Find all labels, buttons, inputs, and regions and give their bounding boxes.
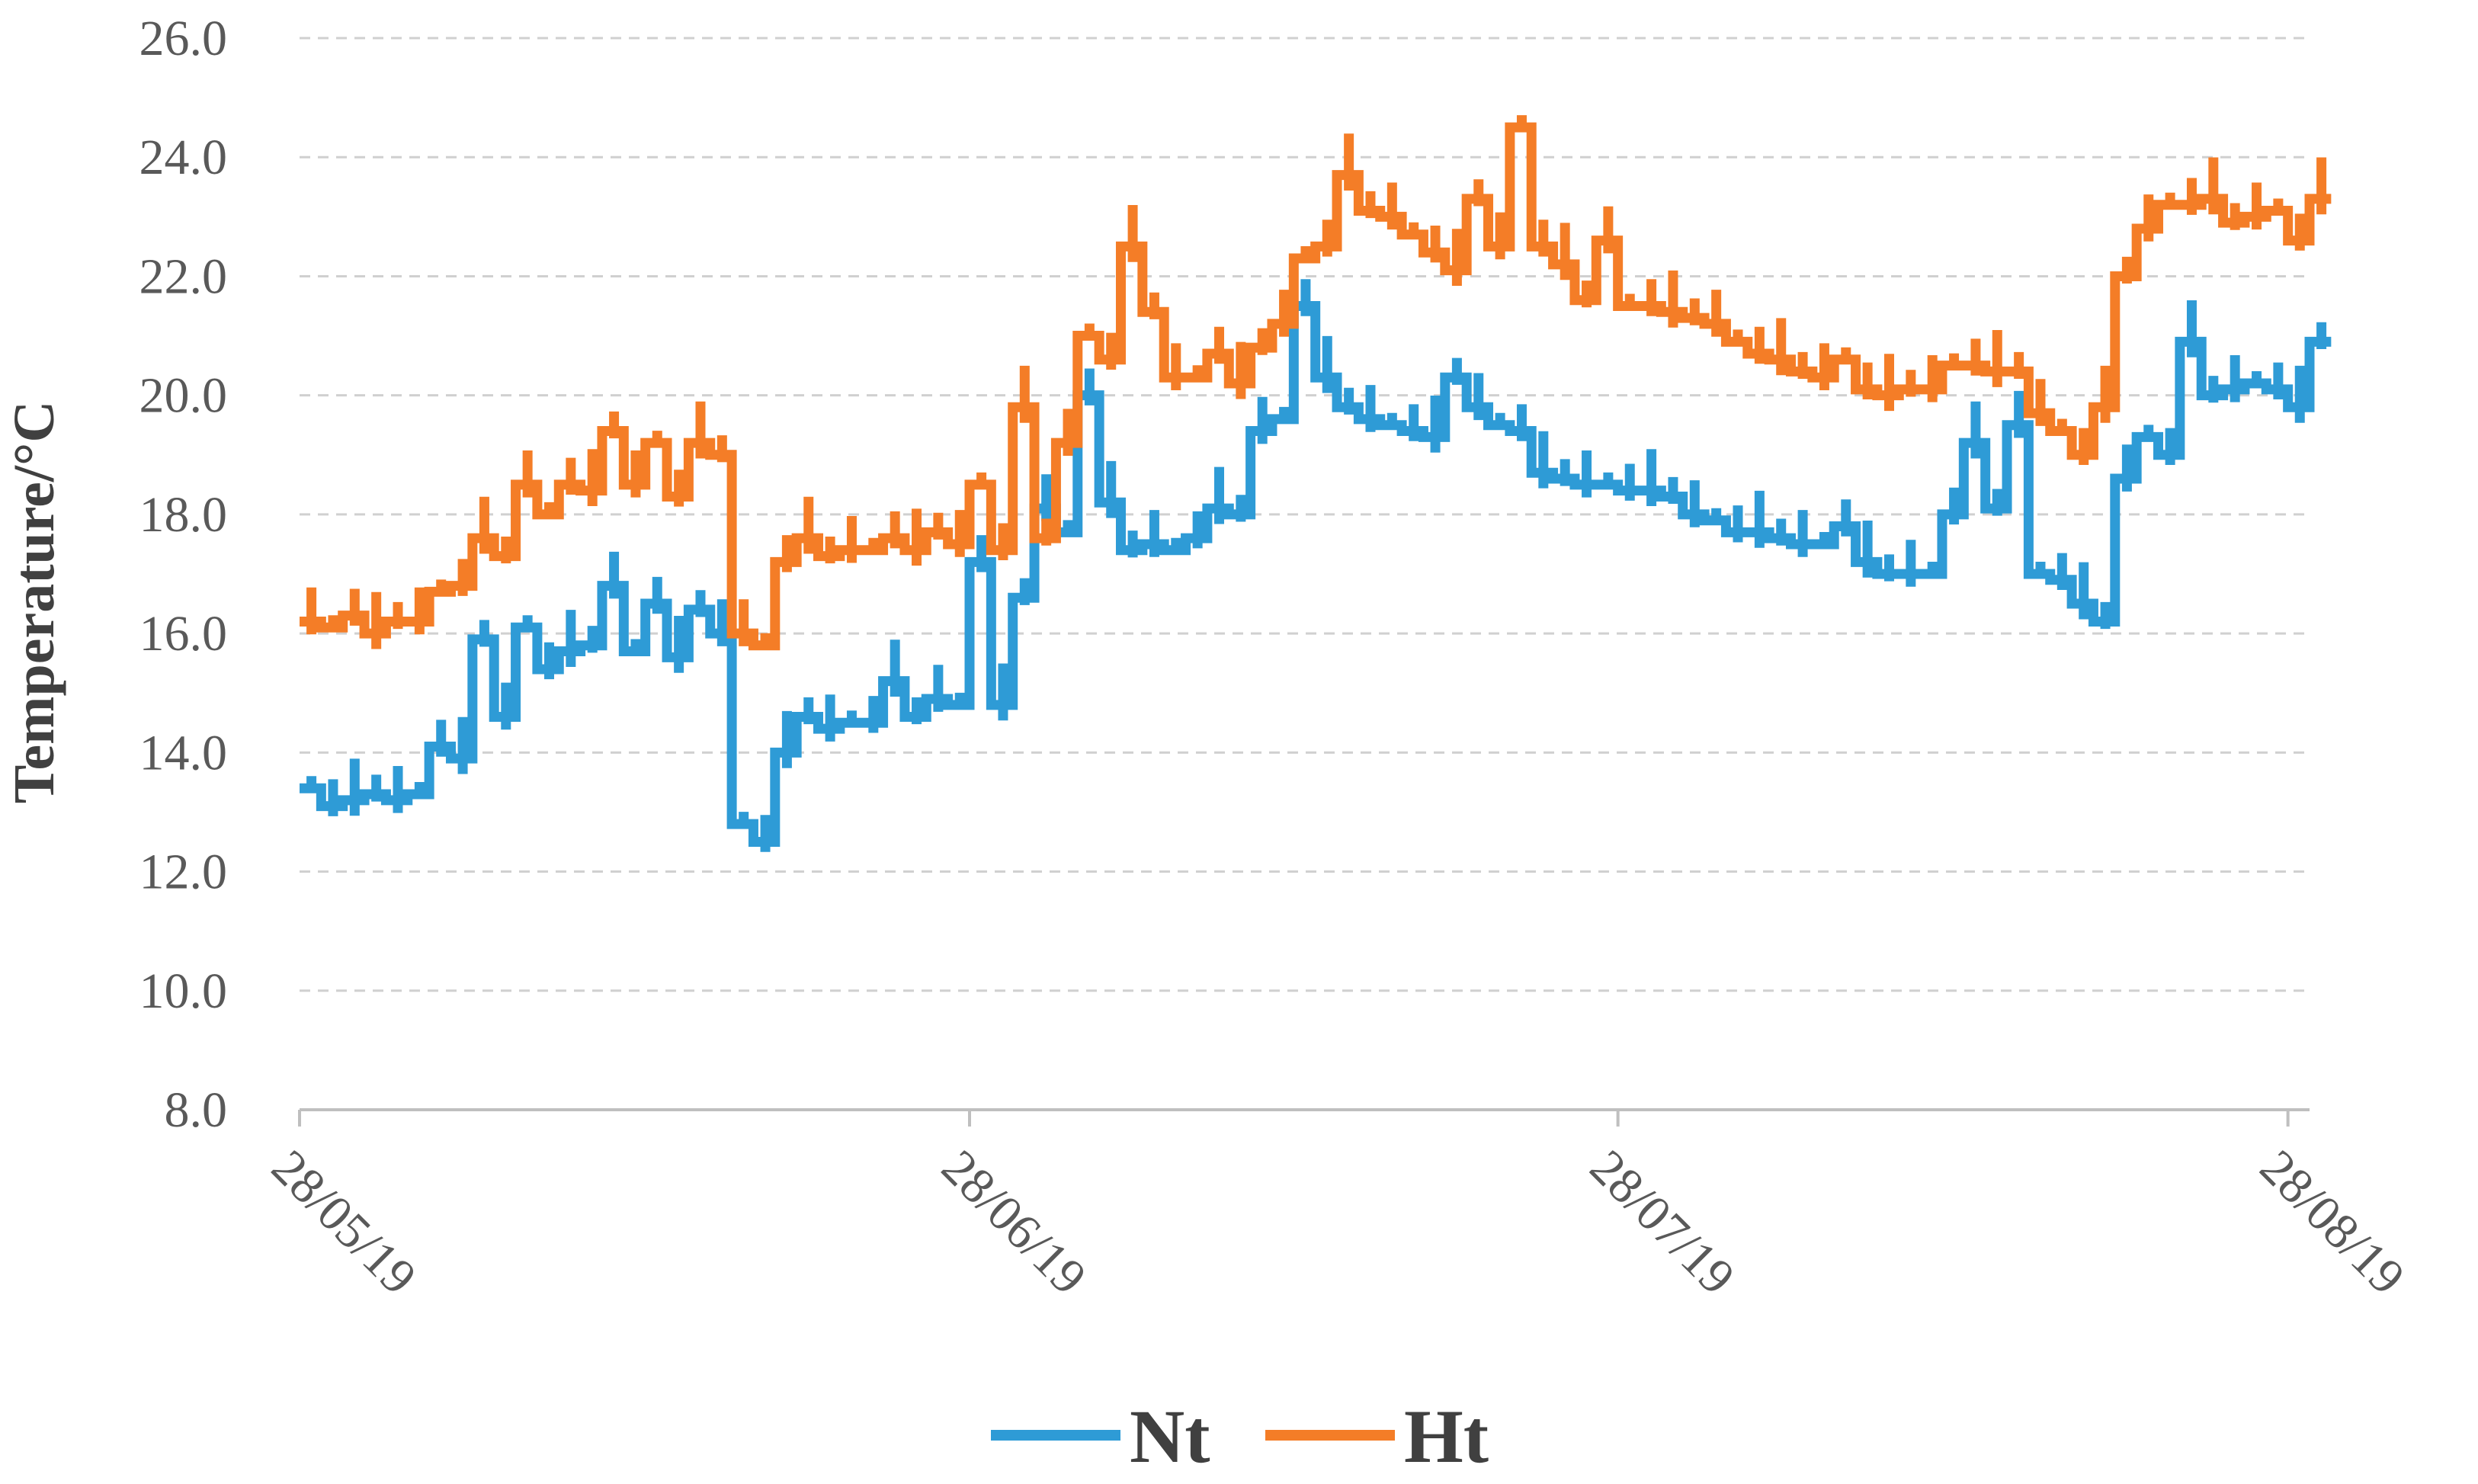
y-tick-label: 18.0 xyxy=(139,487,228,543)
y-tick-label: 12.0 xyxy=(139,845,228,900)
x-axis: 28/05/19 28/06/19 28/07/19 28/08/19 xyxy=(261,1108,2415,1306)
y-axis-title: Temperature/°C xyxy=(2,401,66,804)
y-tick-label: 26.0 xyxy=(139,11,228,66)
x-tick-label: 28/07/19 xyxy=(1579,1139,1745,1306)
y-tick-label: 20.0 xyxy=(139,368,228,424)
legend-label-ht: Ht xyxy=(1404,1394,1489,1479)
gridlines xyxy=(300,37,2310,992)
y-axis-tick-labels: 8.0 10.0 12.0 14.0 16.0 18.0 20.0 22.0 24.0 26.0 xyxy=(139,11,228,1138)
x-tick-label: 28/08/19 xyxy=(2249,1139,2415,1306)
y-tick-label: 10.0 xyxy=(139,963,228,1019)
y-tick-label: 24.0 xyxy=(139,130,228,185)
y-tick-label: 16.0 xyxy=(139,606,228,662)
x-tick-label: 28/06/19 xyxy=(931,1139,1097,1306)
series-line-nt xyxy=(300,279,2332,852)
y-tick-label: 8.0 xyxy=(165,1082,228,1138)
data-series xyxy=(300,115,2332,852)
x-tick-label: 28/05/19 xyxy=(261,1139,427,1306)
legend-label-nt: Nt xyxy=(1130,1394,1210,1479)
y-tick-label: 22.0 xyxy=(139,248,228,304)
legend: Nt Ht xyxy=(991,1394,1489,1479)
series-line-ht xyxy=(300,115,2332,651)
y-tick-label: 14.0 xyxy=(139,725,228,780)
